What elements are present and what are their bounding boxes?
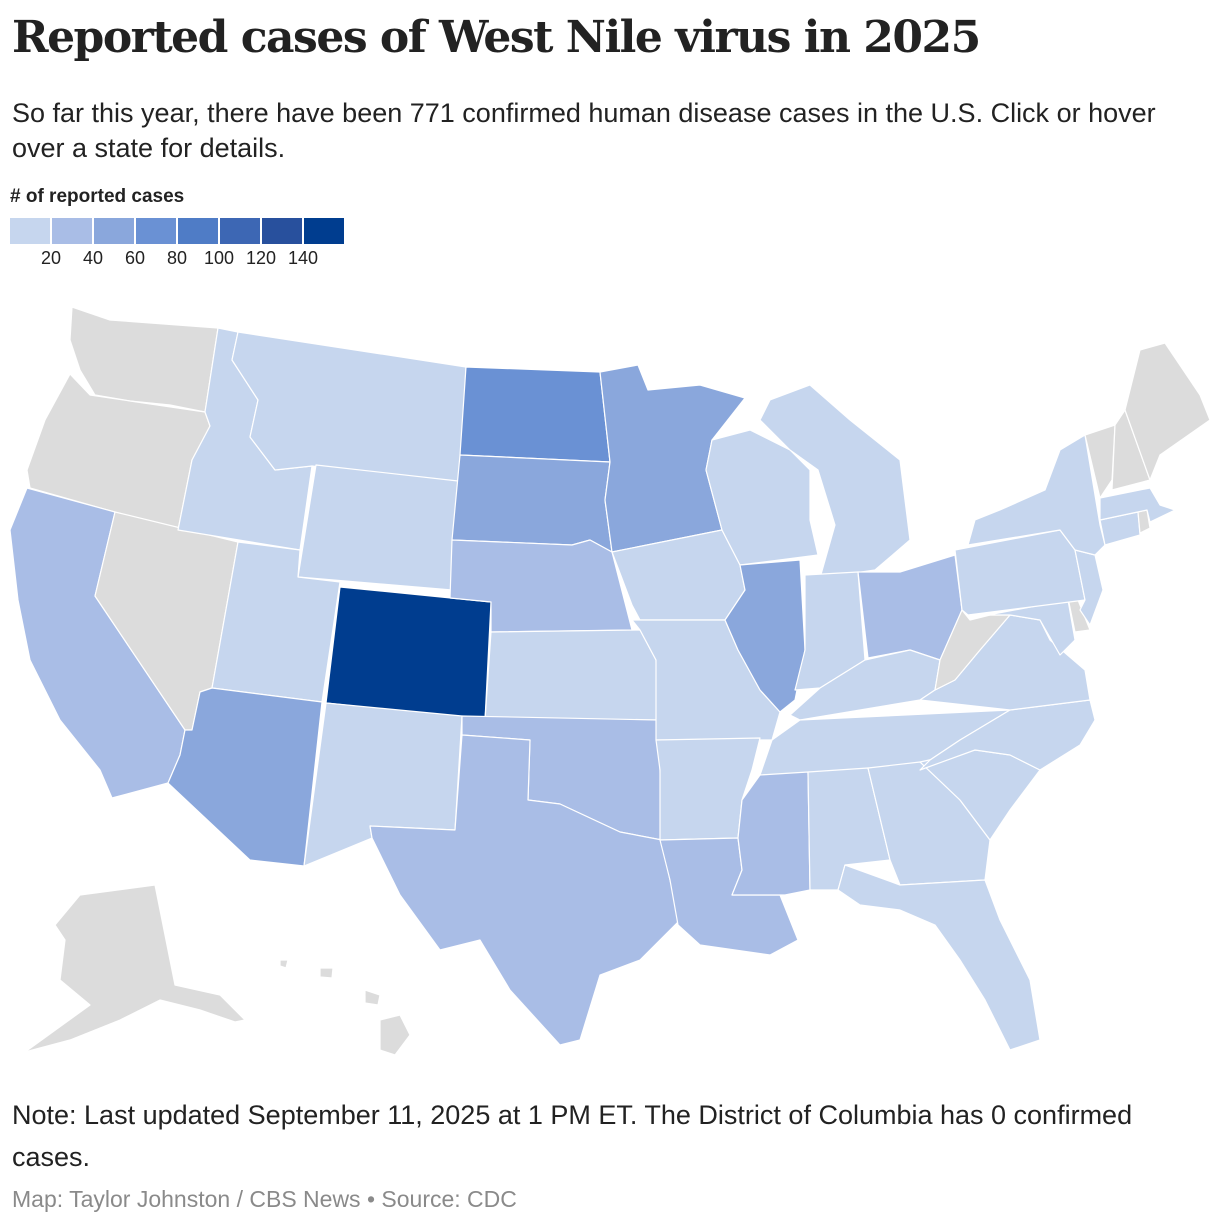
legend-tick: 100 [203, 248, 235, 268]
state-nc[interactable] [919, 699, 1096, 771]
legend-tick: 120 [245, 248, 277, 268]
legend-tick: 60 [124, 248, 146, 268]
state-mt[interactable] [231, 331, 467, 483]
legend-title: # of reported cases [10, 186, 185, 207]
state-ks[interactable] [484, 629, 659, 721]
legend-tick: 20 [40, 248, 62, 268]
footnote: Note: Last updated September 11, 2025 at… [12, 1100, 1133, 1172]
page-title: Reported cases of West Nile virus in 202… [12, 12, 981, 63]
state-sd[interactable] [451, 454, 613, 553]
state-me[interactable] [1124, 342, 1211, 481]
legend-swatch [10, 218, 50, 244]
legend-swatch [52, 218, 92, 244]
state-tx[interactable] [369, 734, 681, 1046]
state-fl[interactable] [837, 864, 1041, 1051]
state-il[interactable] [724, 559, 806, 713]
legend-tick: 40 [82, 248, 104, 268]
map-canvas [9, 306, 1211, 1056]
legend-tick-labels: 20 40 60 80 100 120 140 [10, 244, 346, 268]
state-ak[interactable] [24, 884, 246, 1053]
us-choropleth-map [0, 290, 1220, 1070]
legend-swatch [304, 218, 344, 244]
state-hi[interactable] [279, 959, 411, 1056]
state-wi[interactable] [705, 429, 819, 566]
state-nd[interactable] [459, 366, 611, 463]
legend-swatch [220, 218, 260, 244]
legend-swatch [178, 218, 218, 244]
state-az[interactable] [167, 687, 323, 867]
state-ma[interactable] [1099, 487, 1176, 523]
legend-color-scale [10, 218, 346, 244]
state-wa[interactable] [69, 306, 219, 413]
state-wy[interactable] [297, 464, 459, 591]
credit-line: Map: Taylor Johnston / CBS News • Source… [12, 1186, 517, 1212]
state-co[interactable] [325, 586, 492, 721]
legend-swatch [136, 218, 176, 244]
legend-tick: 140 [287, 248, 319, 268]
legend-swatch [262, 218, 302, 244]
legend-tick: 80 [166, 248, 188, 268]
legend: # of reported cases 20 40 60 80 100 120 140 [10, 186, 346, 268]
legend-swatch [94, 218, 134, 244]
page-subtitle: So far this year, there have been 771 co… [12, 98, 1156, 163]
